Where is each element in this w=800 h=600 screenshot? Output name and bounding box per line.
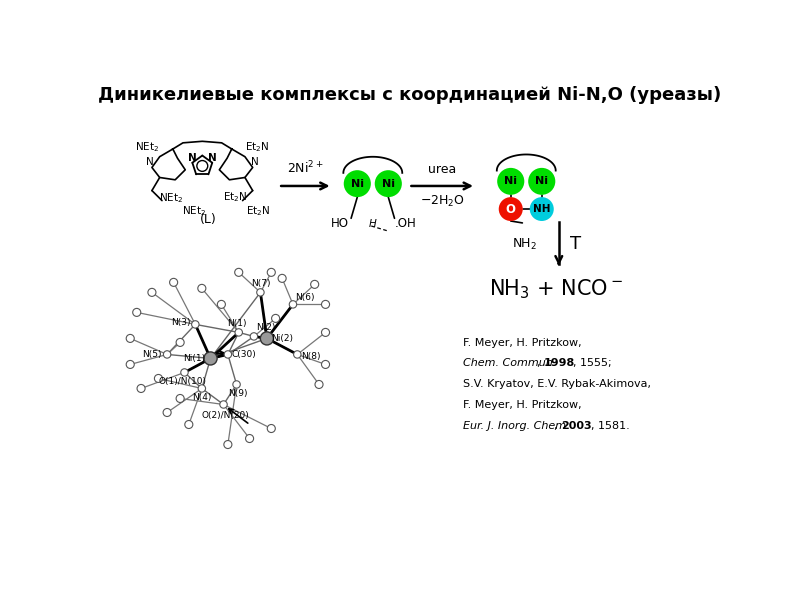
Text: ,: ,	[537, 358, 544, 368]
Text: N(7): N(7)	[250, 279, 270, 288]
Text: C(30): C(30)	[231, 350, 256, 359]
Text: NEt$_2$: NEt$_2$	[182, 203, 206, 217]
Circle shape	[344, 170, 371, 197]
Text: N: N	[146, 157, 154, 167]
Text: F. Meyer, H. Pritzkow,: F. Meyer, H. Pritzkow,	[462, 338, 582, 347]
Circle shape	[220, 401, 227, 408]
Text: Ni: Ni	[535, 176, 548, 187]
Circle shape	[315, 380, 323, 388]
Circle shape	[322, 361, 330, 368]
Text: T: T	[570, 235, 582, 253]
Circle shape	[126, 334, 134, 343]
Text: N: N	[251, 157, 259, 167]
Text: N(1): N(1)	[227, 319, 247, 328]
Circle shape	[224, 351, 231, 358]
Circle shape	[290, 301, 297, 308]
Circle shape	[163, 351, 171, 358]
Circle shape	[530, 197, 554, 221]
Text: .OH: .OH	[394, 217, 416, 230]
Circle shape	[137, 385, 145, 392]
Text: Et$_2$N: Et$_2$N	[222, 190, 247, 203]
Text: N(5): N(5)	[142, 350, 162, 359]
Text: Ni: Ni	[350, 179, 364, 188]
Circle shape	[278, 274, 286, 283]
Text: NEt$_2$: NEt$_2$	[159, 191, 183, 205]
Circle shape	[148, 289, 156, 296]
Text: N(8): N(8)	[301, 352, 321, 361]
Text: $-$2H$_2$O: $-$2H$_2$O	[420, 194, 465, 209]
Circle shape	[198, 385, 206, 392]
Text: N(4): N(4)	[192, 393, 211, 402]
Circle shape	[322, 328, 330, 337]
Text: O(2)/N(20): O(2)/N(20)	[202, 412, 250, 421]
Text: N(2): N(2)	[256, 323, 276, 332]
Circle shape	[235, 329, 242, 336]
Circle shape	[224, 440, 232, 449]
Text: NH$_3$ + NCO$^-$: NH$_3$ + NCO$^-$	[489, 277, 622, 301]
Circle shape	[176, 338, 184, 346]
Text: H: H	[369, 220, 377, 229]
Circle shape	[181, 369, 188, 376]
Text: N: N	[188, 153, 197, 163]
Text: Et$_2$N: Et$_2$N	[246, 203, 270, 217]
Text: NEt$_2$: NEt$_2$	[135, 140, 160, 154]
Circle shape	[267, 268, 275, 277]
Text: NH$_2$: NH$_2$	[512, 237, 537, 252]
Text: Диникелиевые комплексы с координацией Ni-N,O (уреазы): Диникелиевые комплексы с координацией Ni…	[98, 86, 722, 104]
Text: Ni(1): Ni(1)	[183, 354, 205, 363]
Circle shape	[374, 170, 402, 197]
Text: N(3): N(3)	[171, 317, 190, 326]
Circle shape	[497, 168, 524, 195]
Text: , 1581.: , 1581.	[590, 421, 630, 431]
Text: Chem. Commun.: Chem. Commun.	[462, 358, 556, 368]
Text: O: O	[506, 203, 516, 215]
Text: Eur. J. Inorg. Chem.: Eur. J. Inorg. Chem.	[462, 421, 570, 431]
Text: O(1)/N(10): O(1)/N(10)	[158, 377, 206, 386]
Circle shape	[267, 425, 275, 433]
Circle shape	[204, 352, 217, 365]
Text: HO: HO	[331, 217, 350, 230]
Circle shape	[294, 351, 301, 358]
Circle shape	[185, 421, 193, 428]
Circle shape	[170, 278, 178, 286]
Circle shape	[198, 284, 206, 292]
Circle shape	[176, 394, 184, 403]
Text: NH: NH	[533, 204, 550, 214]
Circle shape	[218, 301, 226, 308]
Circle shape	[163, 409, 171, 416]
Text: urea: urea	[428, 163, 456, 176]
Text: N(9): N(9)	[228, 389, 248, 398]
Text: N(6): N(6)	[295, 293, 314, 302]
Circle shape	[234, 268, 242, 277]
Text: F. Meyer, H. Pritzkow,: F. Meyer, H. Pritzkow,	[462, 400, 582, 410]
Circle shape	[257, 289, 264, 296]
Text: 1998: 1998	[544, 358, 575, 368]
Circle shape	[133, 308, 141, 316]
Circle shape	[260, 332, 274, 345]
Circle shape	[250, 333, 258, 340]
Text: , 1555;: , 1555;	[573, 358, 611, 368]
Text: 2003: 2003	[561, 421, 592, 431]
Text: Et$_2$N: Et$_2$N	[245, 140, 270, 154]
Text: 2Ni$^{2+}$: 2Ni$^{2+}$	[287, 160, 324, 177]
Circle shape	[498, 197, 522, 221]
Circle shape	[192, 321, 199, 328]
Text: ,: ,	[554, 421, 561, 431]
Circle shape	[154, 374, 162, 382]
Circle shape	[310, 280, 318, 289]
Circle shape	[246, 434, 254, 443]
Circle shape	[271, 314, 280, 322]
Text: N: N	[208, 153, 217, 163]
Text: Ni(2): Ni(2)	[270, 334, 293, 343]
Circle shape	[528, 168, 555, 195]
Circle shape	[233, 381, 240, 388]
Circle shape	[322, 301, 330, 308]
Text: (L): (L)	[200, 214, 217, 226]
Text: S.V. Kryatov, E.V. Rybak-Akimova,: S.V. Kryatov, E.V. Rybak-Akimova,	[462, 379, 650, 389]
Circle shape	[126, 361, 134, 368]
Text: Ni: Ni	[504, 176, 518, 187]
Text: Ni: Ni	[382, 179, 395, 188]
